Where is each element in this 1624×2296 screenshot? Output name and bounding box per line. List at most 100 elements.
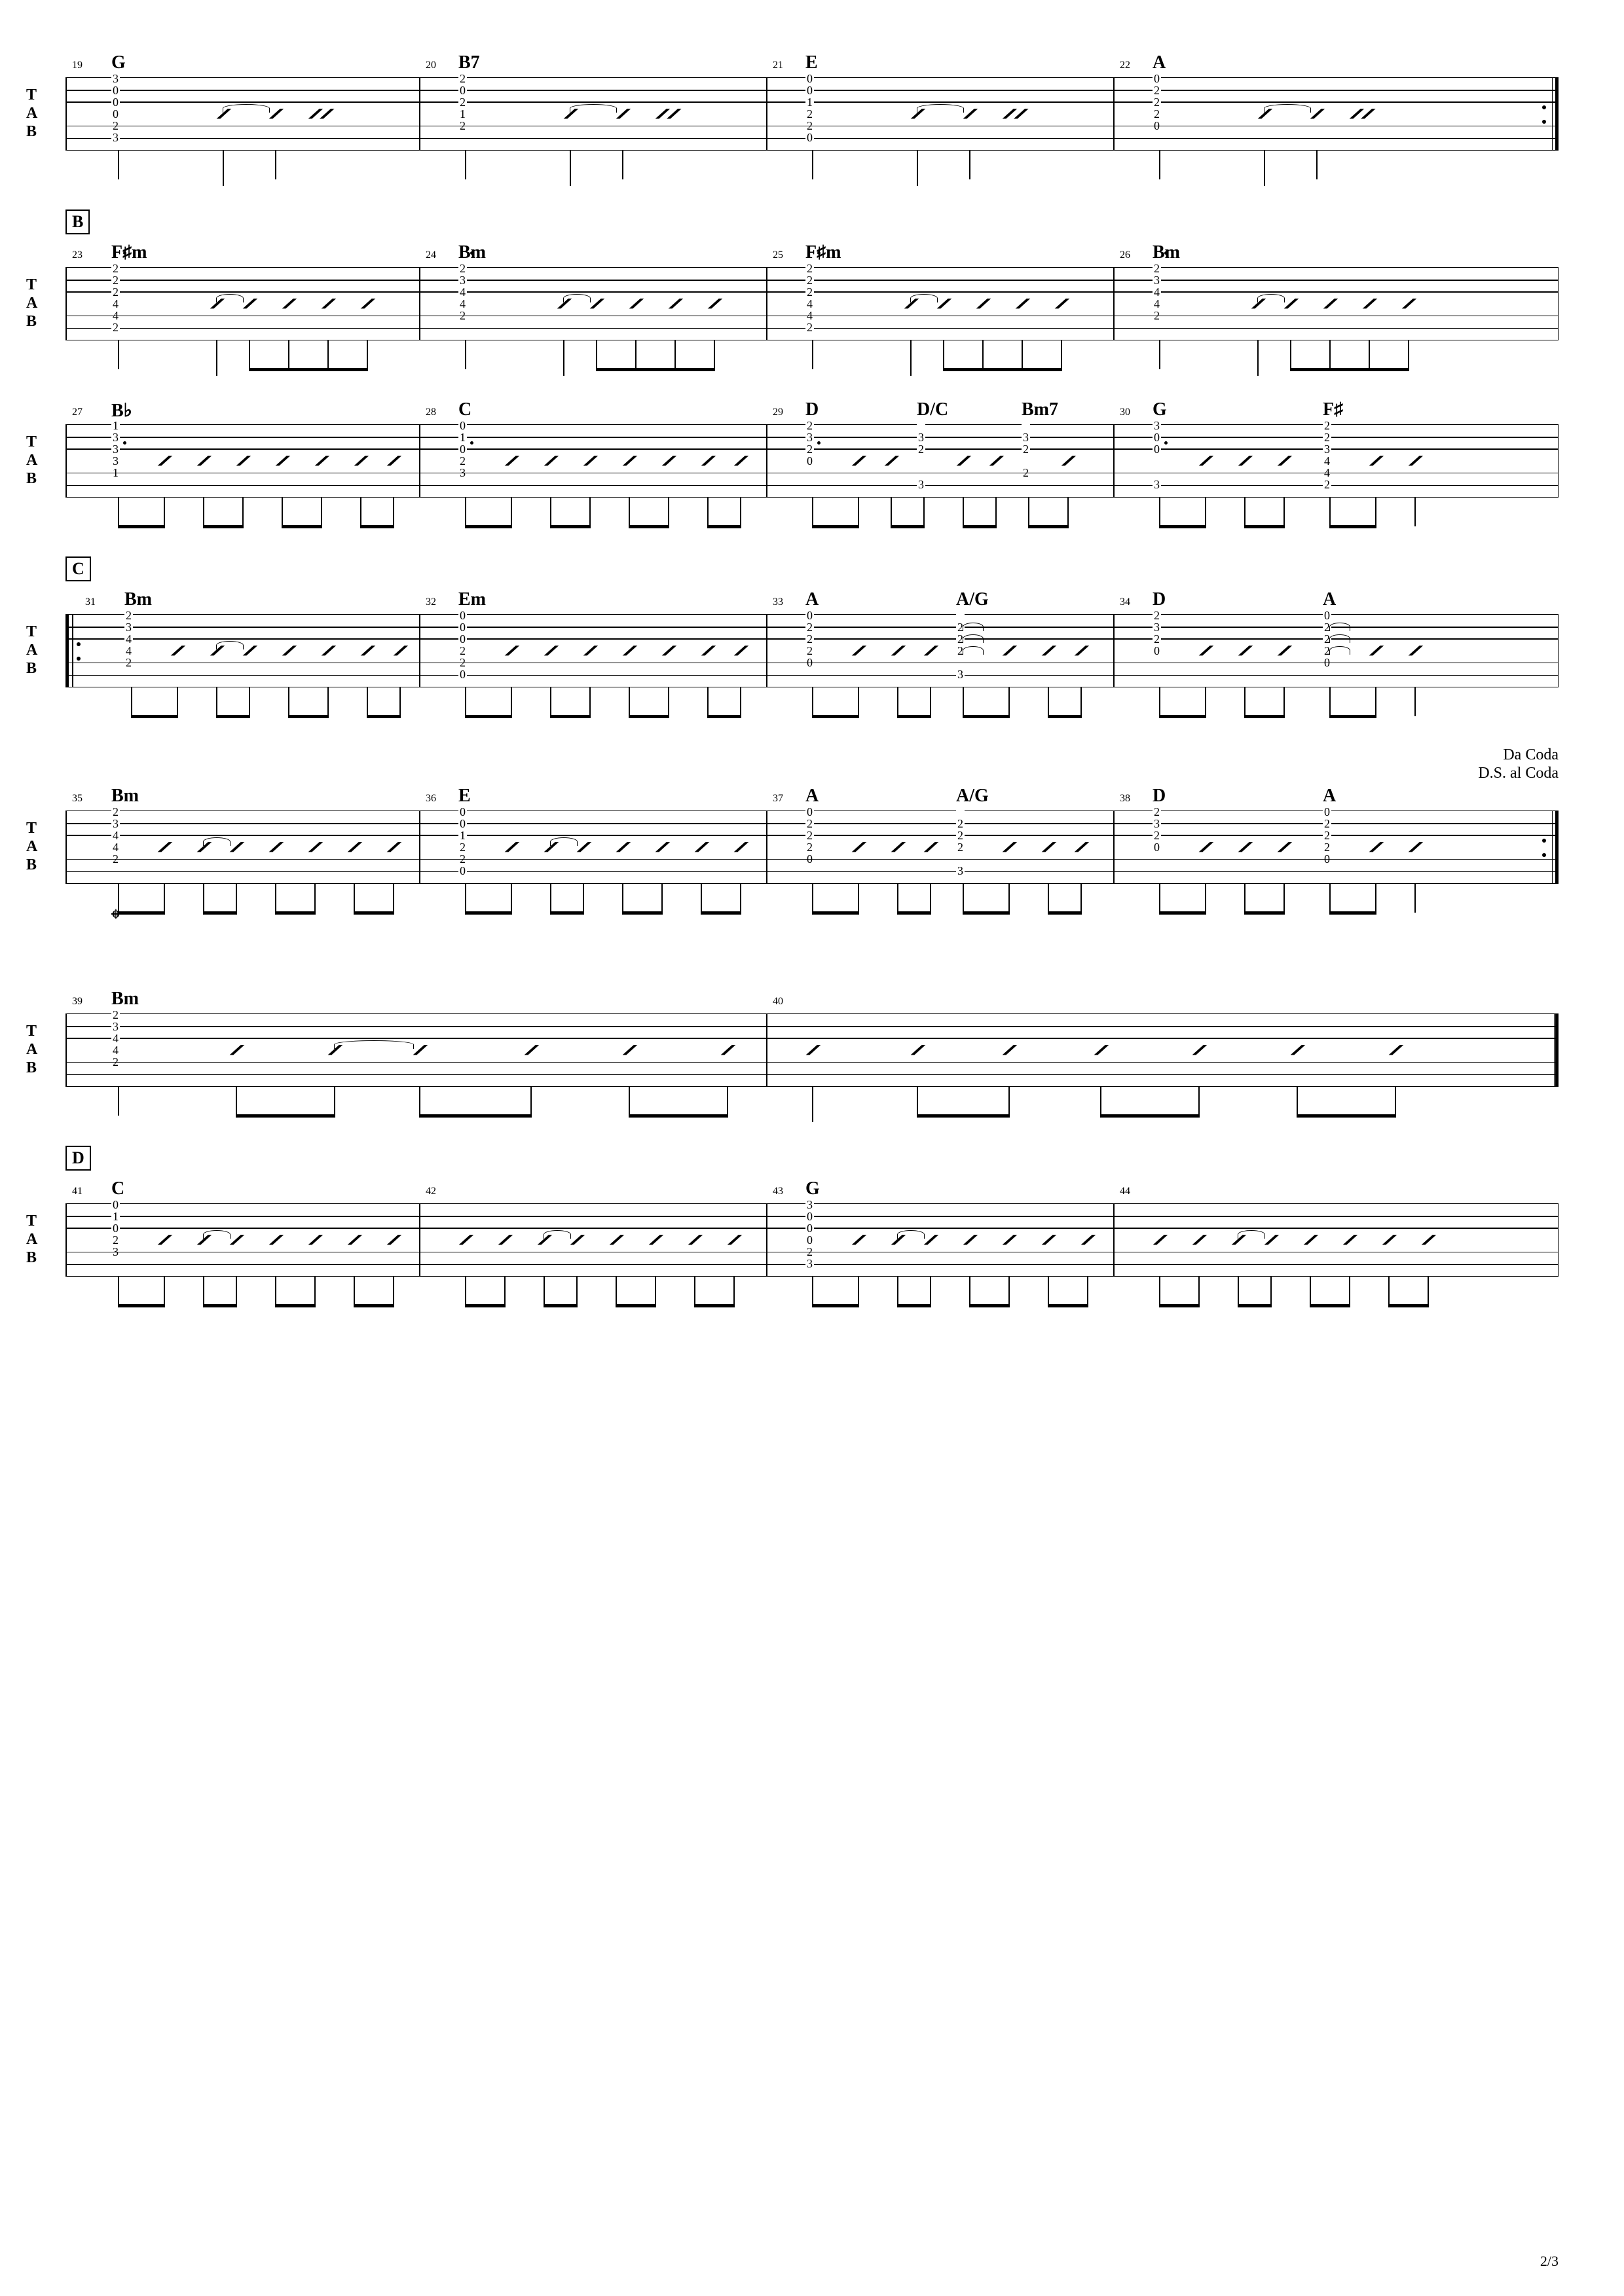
rhythm-slash: 𝄍 [498,1227,509,1255]
rhythm-slash: 𝄍 [386,448,397,476]
rhythm-slash: 𝄍 [1192,1037,1203,1065]
measure-number: 40 [773,996,783,1008]
rhythm-slash: 𝄍 [1238,834,1249,862]
rhythm-slash: 𝄍 [648,1227,659,1255]
chord-label: F♯m [111,242,147,263]
rhythm-slash: 𝄍 [275,448,286,476]
rhythm-slash: 𝄍 [1408,834,1419,862]
tie [963,623,984,631]
tie [223,104,270,113]
tab-staff: TAB 23 222442 𝄍 𝄍 𝄍 𝄍 𝄍 24 23442 𝄍 𝄍 𝄍 𝄍… [65,267,1559,340]
section-marker: C [65,556,91,581]
tab-system: G B7 E A TAB 19 300023 𝄍 𝄍 𝄍𝄍 20 20212 𝄍… [65,52,1559,151]
fret-column: 300023 [805,1199,814,1269]
measure-number: 44 [1120,1186,1130,1197]
rhythm-slash: 𝄍 [1408,638,1419,666]
measure-number: 31 [85,596,96,608]
fret-column: 2320 [805,420,814,467]
rhythm-slash: 𝄍 [1061,448,1072,476]
rhythm-slash: 𝄍 [1198,834,1209,862]
fret-column: 01023 [458,420,467,479]
tab-system: Da Coda D.S. al Coda Bm E A A/G D A TAB … [65,746,1559,884]
tab-system: B♭ C D D/C Bm7 G F♯ TAB 27 13331 𝄍 𝄍 𝄍 𝄍… [65,399,1559,498]
rhythm-slash: 𝄍 [504,638,515,666]
chord-label: Bm [111,786,139,807]
fret-column: 23442 [111,806,120,865]
rhythm-slash: 𝄍 [1382,1227,1393,1255]
tab-clef: TAB [26,86,39,141]
tremolo-slash: 𝄍𝄍 [655,101,678,129]
rhythm-slash: 𝄍 [282,638,293,666]
rhythm-slash: 𝄍 [268,101,280,129]
rhythm-slash: 𝄍 [720,1037,731,1065]
rhythm-slash: 𝄍 [1054,291,1065,319]
rhythm-slash: 𝄍 [910,101,921,129]
fret-column: 222442 [805,263,814,333]
measure-number: 20 [426,60,436,71]
chord-label: B♭ [111,399,132,422]
repeat-end-dots [1540,811,1548,883]
measure-number: 19 [72,60,83,71]
rhythm-slash: 𝄍 [701,638,712,666]
chord-row: Bm Em A A/G D A [65,589,1559,609]
rhythm-slash: 𝄍 [1277,448,1288,476]
rhythm-slash: 𝄍 [386,1227,397,1255]
rhythm-slash: 𝄍 [733,638,745,666]
rhythm-slash: 𝄍 [616,101,627,129]
tie [203,837,231,846]
chord-label: D/C [917,399,948,420]
measure-number: 21 [773,60,783,71]
rhythm-slash: 𝄍 [668,291,679,319]
rhythm-slash: 𝄍 [524,1037,535,1065]
fret-column: 2320 [1153,806,1161,853]
rhythm-slash: 𝄍 [1041,1227,1052,1255]
measure-number: 43 [773,1186,783,1197]
rhythm-slash: 𝄍 [805,1037,817,1065]
rhythm-slash: 𝄍 [884,448,895,476]
rhythm-slash: 𝄍 [963,101,974,129]
rhythm-slash: 𝄍 [347,1227,358,1255]
chord-label: G [805,1178,820,1199]
rhythm-slash: 𝄍 [1015,291,1026,319]
rhythm-slash: 𝄍 [1369,834,1380,862]
chord-label: A [805,786,819,807]
rhythm-slash: 𝄍 [1310,101,1321,129]
tie [1257,294,1285,302]
chord-label: D [1153,786,1166,807]
rhythm-slash: 𝄍 [1283,291,1295,319]
measure-number: 23 [72,249,83,261]
fret-column: 322 [1022,420,1030,479]
tab-staff: TAB 41 01023 𝄍 𝄍 𝄍 𝄍 𝄍 𝄍 𝄍 42 𝄍 𝄍 𝄍 𝄍 𝄍 … [65,1203,1559,1277]
measure-number: 32 [426,596,436,608]
measure-number: 39 [72,996,83,1008]
fret-column: 2223 [956,610,965,680]
tie [963,646,984,655]
rhythm-slash: 𝄍 [393,638,404,666]
direction-ds-al-coda: D.S. al Coda [1478,765,1559,782]
rhythm-slash: 𝄍 [1408,448,1419,476]
page-number: 2/3 [1540,2253,1559,2270]
rhythm-slash: 𝄍 [583,638,594,666]
tab-staff: TAB 27 13331 𝄍 𝄍 𝄍 𝄍 𝄍 𝄍 𝄍 28 01023 𝄍 𝄍 … [65,424,1559,498]
measure-number: 25 [773,249,783,261]
tie [1238,1230,1265,1239]
rhythm-slash: 𝄍 [1362,291,1373,319]
rhythm-slash: 𝄍 [956,448,967,476]
rhythm-slash: 𝄍 [661,448,673,476]
chord-label: Bm [124,589,152,610]
rhythm-slash: 𝄍 [268,834,280,862]
tremolo-slash: 𝄍𝄍 [1349,101,1372,129]
rhythm-slash: 𝄍 [1002,834,1013,862]
fret-column: 323 [917,420,925,490]
measure-number: 37 [773,793,783,805]
rhythm-slash: 𝄍 [1192,1227,1203,1255]
rhythm-slash: 𝄍 [1369,638,1380,666]
chord-label: D [805,399,819,420]
tie [910,294,938,302]
fret-column: 02220 [805,806,814,865]
fret-column: 001220 [458,806,467,877]
rhythm-slash: 𝄍 [236,448,247,476]
rhythm-slash: 𝄍 [242,291,253,319]
rhythm-slash: 𝄍 [157,834,168,862]
rhythm-slash: 𝄍 [360,638,371,666]
